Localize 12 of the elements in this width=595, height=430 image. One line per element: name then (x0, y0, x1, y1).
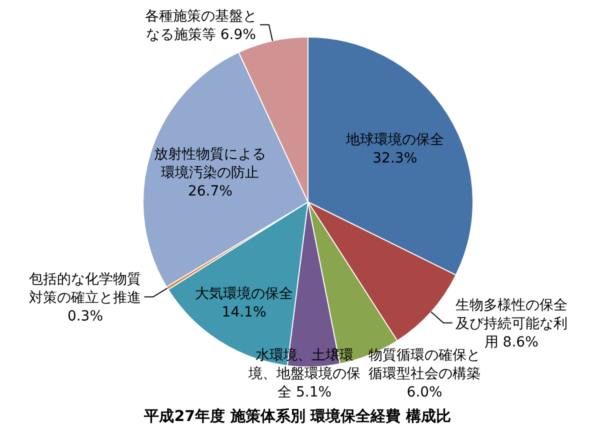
data-label: 14.1% (222, 304, 266, 320)
slice-label: 大気環境の保全 (195, 286, 294, 302)
slice-label: 地球環境の保全 (344, 132, 444, 148)
slice-label: 包括的な化学物質対策の確立と推進 (29, 271, 142, 306)
data-label: 32.3% (372, 150, 418, 166)
text: 平成27年度 施策体系別 環境保全経費 構成比 (143, 407, 451, 425)
slice-label: 各種施策の基盤となる施策等 6.9% (144, 8, 257, 44)
data-label: 26.7% (188, 183, 232, 200)
slice-label: 放射性物質による環境汚染の防止 (154, 146, 266, 181)
data-label: 0.3% (67, 308, 104, 324)
slice-label: 物質循環の確保と循環型社会の構築 (368, 348, 481, 382)
data-label: 6.0% (406, 384, 442, 401)
